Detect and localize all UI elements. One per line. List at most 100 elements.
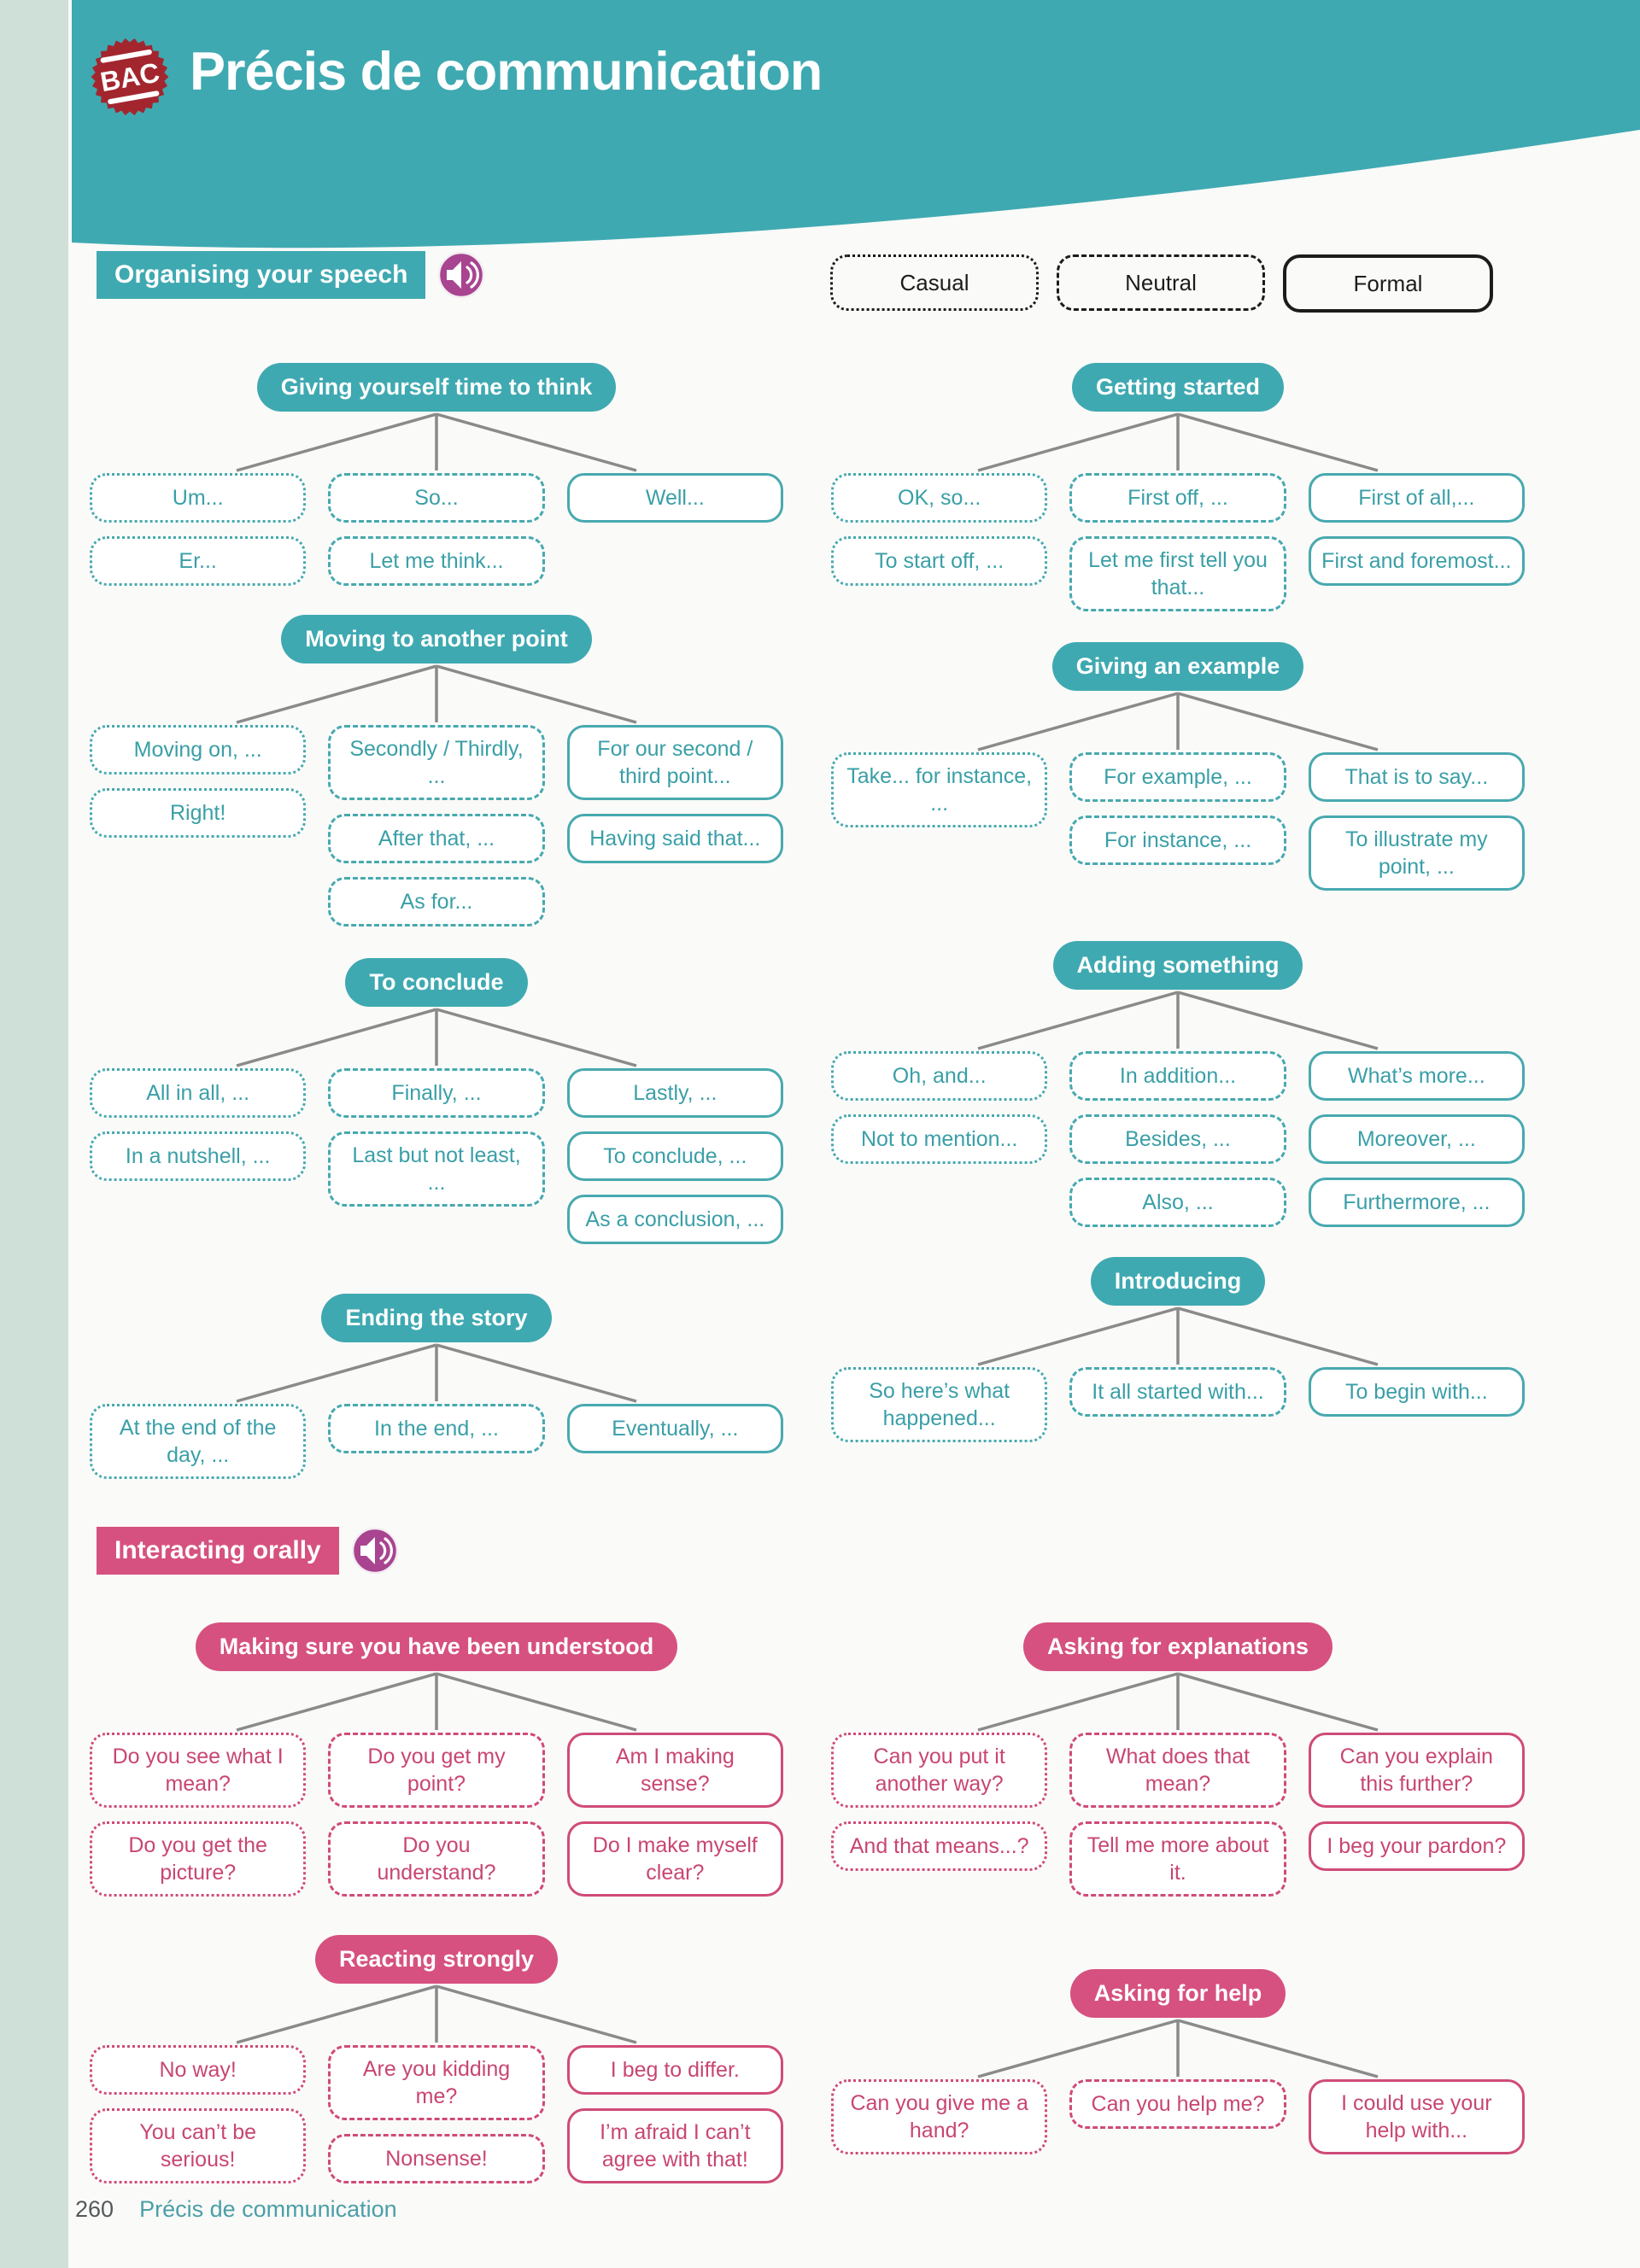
connector-lines — [236, 1984, 637, 2044]
connector-lines — [977, 991, 1379, 1050]
phrase-neutral: It all started with... — [1069, 1367, 1286, 1417]
phrase-casual: No way! — [90, 2045, 307, 2095]
section-title-interacting: Interacting orally — [97, 1527, 339, 1575]
phrase-formal: Am I making sense? — [566, 1733, 783, 1808]
phrase-neutral: Last but not least, ... — [328, 1131, 545, 1207]
phrase-formal: That is to say... — [1308, 752, 1525, 802]
phrase-neutral: For example, ... — [1069, 752, 1286, 802]
phrase-formal: Moreover, ... — [1308, 1114, 1525, 1164]
speaker-icon[interactable] — [437, 251, 485, 299]
phrase-neutral: In the end, ... — [328, 1404, 545, 1453]
phrase-casual: So here’s what happened... — [831, 1367, 1048, 1442]
footer: 260 Précis de communication — [75, 2196, 397, 2223]
phrase-formal: I beg your pardon? — [1308, 1821, 1525, 1871]
phrase-casual: OK, so... — [831, 473, 1048, 523]
phrase-formal: Do I make myself clear? — [566, 1821, 783, 1897]
tree-introducing: Introducing So here’s what happened... I… — [831, 1257, 1525, 1442]
phrase-formal: What’s more... — [1308, 1051, 1525, 1101]
phrase-neutral: Let me think... — [328, 536, 545, 586]
page-number: 260 — [75, 2196, 114, 2222]
category-pill: Asking for help — [1069, 1969, 1286, 2018]
phrase-neutral: As for... — [328, 877, 545, 926]
connector-lines — [236, 412, 637, 472]
phrase-neutral: Nonsense! — [328, 2134, 545, 2183]
phrase-neutral: Let me first tell you that... — [1069, 536, 1286, 611]
phrase-casual: Um... — [90, 473, 307, 523]
category-pill: Reacting strongly — [314, 1935, 559, 1984]
phrase-neutral: For instance, ... — [1069, 815, 1286, 865]
connector-lines — [977, 692, 1379, 751]
section-head-organising: Organising your speech — [97, 251, 485, 299]
phrase-casual: You can’t be serious! — [90, 2108, 307, 2183]
phrase-formal: I beg to differ. — [566, 2045, 783, 2095]
speaker-icon[interactable] — [351, 1527, 399, 1575]
legend-casual: Casual — [830, 254, 1039, 311]
page-title: Précis de communication — [190, 42, 823, 102]
phrase-neutral: Besides, ... — [1069, 1114, 1286, 1164]
phrase-formal: First of all,... — [1308, 473, 1525, 523]
tree-asking-for-help: Asking for help Can you give me a hand? … — [831, 1969, 1525, 2154]
category-pill: Making sure you have been understood — [195, 1622, 678, 1671]
phrase-formal: Eventually, ... — [566, 1404, 783, 1453]
connector-lines — [236, 1672, 637, 1732]
phrase-formal: To begin with... — [1308, 1367, 1525, 1417]
bac-badge: BAC — [91, 38, 169, 116]
tree-ending-the-story: Ending the story At the end of the day, … — [90, 1294, 783, 1479]
phrase-casual: Do you see what I mean? — [90, 1733, 307, 1808]
tree-adding-something: Adding something Oh, and... Not to menti… — [831, 941, 1525, 1227]
tree-making-sure-understood: Making sure you have been understood Do … — [90, 1622, 783, 1897]
connector-lines — [236, 1343, 637, 1403]
category-pill: Giving yourself time to think — [256, 363, 617, 412]
phrase-formal: First and foremost... — [1308, 536, 1525, 586]
phrase-neutral: What does that mean? — [1069, 1733, 1286, 1808]
phrase-neutral: After that, ... — [328, 814, 545, 863]
phrase-formal: Can you explain this further? — [1308, 1733, 1525, 1808]
phrase-formal: Furthermore, ... — [1308, 1178, 1525, 1227]
category-pill: Ending the story — [321, 1294, 552, 1342]
section-title-organising: Organising your speech — [97, 251, 426, 299]
phrase-casual: At the end of the day, ... — [90, 1404, 307, 1479]
footer-title: Précis de communication — [139, 2196, 397, 2222]
phrase-formal: Well... — [566, 473, 783, 523]
connector-lines — [977, 1672, 1379, 1732]
tree-reacting-strongly: Reacting strongly No way! You can’t be s… — [90, 1935, 783, 2183]
phrase-casual: Can you give me a hand? — [831, 2079, 1048, 2154]
phrase-neutral: Secondly / Thirdly, ... — [328, 725, 545, 800]
phrase-casual: All in all, ... — [90, 1068, 307, 1118]
tree-moving-to-another-point: Moving to another point Moving on, ... R… — [90, 615, 783, 926]
phrase-formal: For our second / third point... — [566, 725, 783, 800]
header-band: BAC Précis de communication — [72, 0, 1640, 256]
section-head-interacting: Interacting orally — [97, 1527, 399, 1575]
phrase-casual: Can you put it another way? — [831, 1733, 1048, 1808]
tree-getting-started: Getting started OK, so... To start off, … — [831, 363, 1525, 611]
connector-lines — [236, 1008, 637, 1067]
phrase-casual: Right! — [90, 788, 307, 838]
phrase-casual: In a nutshell, ... — [90, 1131, 307, 1181]
phrase-formal: I’m afraid I can’t agree with that! — [566, 2108, 783, 2183]
connector-lines — [236, 664, 637, 724]
phrase-casual: Take... for instance, ... — [831, 752, 1048, 827]
legend-formal: Formal — [1283, 254, 1493, 313]
phrase-neutral: First off, ... — [1069, 473, 1286, 523]
category-pill: Adding something — [1052, 941, 1303, 990]
phrase-formal: I could use your help with... — [1308, 2079, 1525, 2154]
phrase-formal: To conclude, ... — [566, 1131, 783, 1181]
category-pill: To conclude — [345, 958, 528, 1007]
phrase-casual: Er... — [90, 536, 307, 586]
phrase-casual: Do you get the picture? — [90, 1821, 307, 1897]
phrase-neutral: Can you help me? — [1069, 2079, 1286, 2129]
phrase-formal: Having said that... — [566, 814, 783, 863]
phrase-formal: Lastly, ... — [566, 1068, 783, 1118]
connector-lines — [977, 412, 1379, 472]
phrase-casual: To start off, ... — [831, 536, 1048, 586]
phrase-neutral: Do you get my point? — [328, 1733, 545, 1808]
category-pill: Giving an example — [1051, 642, 1304, 691]
category-pill: Moving to another point — [281, 615, 592, 663]
phrase-neutral: Do you understand? — [328, 1821, 545, 1897]
connector-lines — [977, 2019, 1379, 2078]
tree-to-conclude: To conclude All in all, ... In a nutshel… — [90, 958, 783, 1244]
left-margin-strip — [0, 0, 68, 2268]
phrase-casual: Not to mention... — [831, 1114, 1048, 1164]
connector-lines — [977, 1306, 1379, 1366]
